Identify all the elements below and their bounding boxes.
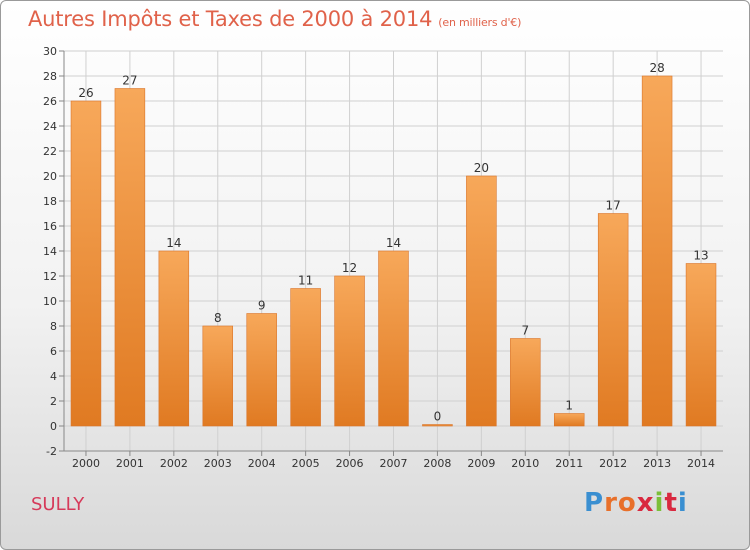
bar-value-label: 7 <box>521 324 529 338</box>
bar <box>422 424 453 427</box>
city-name: SULLY <box>31 494 85 515</box>
logo-letter: o <box>617 488 637 518</box>
x-tick-label: 2006 <box>336 457 364 470</box>
y-tick-label: 24 <box>43 120 57 133</box>
y-tick-label: 18 <box>43 195 57 208</box>
y-tick-label: 16 <box>43 220 57 233</box>
bar-value-label: 13 <box>693 249 708 263</box>
logo-letter: i <box>654 488 665 518</box>
bar <box>466 175 497 427</box>
logo-letter: t <box>664 488 678 518</box>
bar-value-label: 1 <box>565 399 573 413</box>
bars <box>70 75 717 427</box>
x-tick-label: 2013 <box>643 457 671 470</box>
bar <box>685 263 717 427</box>
bar-value-label: 9 <box>258 299 266 313</box>
y-tick-label: 20 <box>43 170 57 183</box>
bar-value-label: 28 <box>649 61 664 75</box>
proxiti-logo: Proxiti <box>584 488 688 518</box>
logo-letter: r <box>604 488 618 518</box>
bar-value-label: 26 <box>78 86 93 100</box>
x-tick-label: 2001 <box>116 457 144 470</box>
bar-value-label: 8 <box>214 311 222 325</box>
bar <box>70 100 102 427</box>
y-tick-label: 4 <box>50 370 57 383</box>
x-tick-label: 2004 <box>248 457 276 470</box>
y-tick-label: 26 <box>43 95 57 108</box>
bar <box>246 313 277 427</box>
x-tick-label: 2014 <box>687 457 715 470</box>
x-tick-label: 2010 <box>511 457 539 470</box>
x-tick-label: 2008 <box>423 457 451 470</box>
y-tick-label: -2 <box>46 445 57 458</box>
x-tick-label: 2012 <box>599 457 627 470</box>
bar-value-label: 20 <box>474 161 489 175</box>
y-tick-label: 28 <box>43 70 57 83</box>
x-tick-label: 2011 <box>555 457 583 470</box>
bar <box>597 213 629 427</box>
y-tick-label: 6 <box>50 345 57 358</box>
y-tick-label: 30 <box>43 45 57 58</box>
x-tick-label: 2009 <box>467 457 495 470</box>
bar <box>553 413 585 427</box>
y-tick-label: 8 <box>50 320 57 333</box>
bar <box>114 88 146 427</box>
y-tick-label: 0 <box>50 420 57 433</box>
y-tick-label: 2 <box>50 395 57 408</box>
bar-value-label: 11 <box>298 274 313 288</box>
logo-letter: P <box>584 488 605 518</box>
bar-value-label: 12 <box>342 261 357 275</box>
bar-value-label: 27 <box>122 74 137 88</box>
y-tick-label: 10 <box>43 295 57 308</box>
bar-value-label: 14 <box>386 236 401 250</box>
bar-value-label: 14 <box>166 236 181 250</box>
bar <box>378 250 409 427</box>
y-tick-label: 22 <box>43 145 57 158</box>
bar <box>290 288 321 427</box>
chart-title: Autres Impôts et Taxes de 2000 à 2014 (en… <box>28 7 521 31</box>
logo-letter: i <box>677 488 688 518</box>
x-tick-label: 2007 <box>380 457 408 470</box>
logo-letter: x <box>636 488 655 518</box>
x-tick-label: 2002 <box>160 457 188 470</box>
x-tick-label: 2003 <box>204 457 232 470</box>
bar-value-label: 17 <box>606 199 621 213</box>
bar <box>334 275 365 427</box>
bar <box>158 250 190 427</box>
bar-value-label: 0 <box>434 410 442 424</box>
y-tick-label: 14 <box>43 245 57 258</box>
value-labels: 26 27 14 8 9 11 12 14 0 20 7 1 17 28 13 <box>78 61 708 424</box>
bar <box>641 75 673 427</box>
x-tick-label: 2000 <box>72 457 100 470</box>
chart-unit: (en milliers d'€) <box>438 16 522 29</box>
y-tick-label: 12 <box>43 270 57 283</box>
x-tick-label: 2005 <box>292 457 320 470</box>
bar <box>510 338 541 427</box>
chart-title-text: Autres Impôts et Taxes de 2000 à 2014 <box>28 7 433 31</box>
bar <box>202 325 234 427</box>
